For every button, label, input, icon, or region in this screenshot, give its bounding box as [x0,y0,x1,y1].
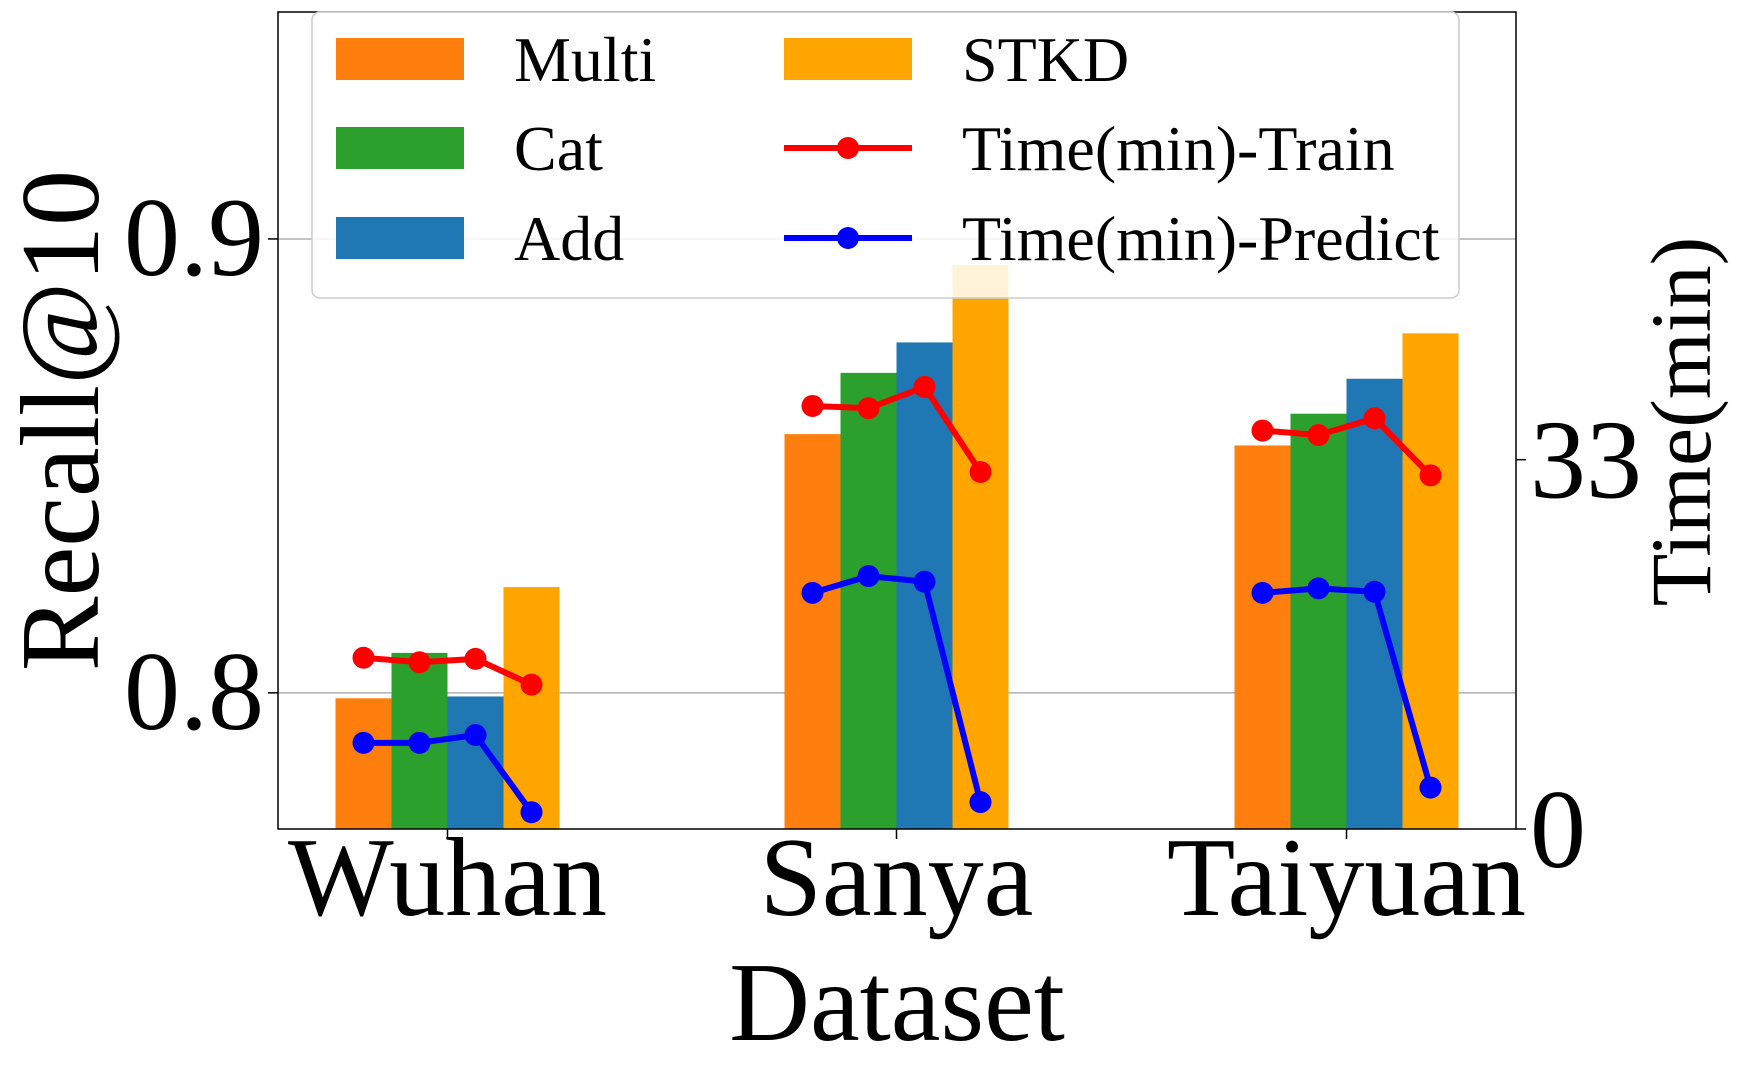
bar-stkd [503,587,560,829]
legend-label: Time(min)-Predict [962,203,1440,274]
line-predict-point [520,801,543,824]
y-axis-label: Recall@10 [0,170,123,671]
line-predict-point [408,731,431,754]
bar-multi [1234,445,1291,829]
x-tick-label: Taiyuan [1167,816,1526,940]
line-train-segment [1262,415,1433,478]
line-train-point [1419,464,1442,487]
legend-label: Cat [514,113,603,184]
bar-add [1346,378,1403,829]
bar-cat [840,372,897,829]
y2-tick-label: 0 [1530,768,1586,892]
line-train-point [464,647,487,670]
bar-stkd [1402,333,1459,829]
legend-swatch [336,217,464,259]
legend-swatch [784,38,912,80]
legend-label: Multi [514,24,656,95]
x-axis-label: Dataset [729,941,1065,1065]
line-predict-segment [1262,585,1434,789]
line-predict-segment [363,731,534,814]
legend-swatch [336,127,464,169]
x-tick-label: Wuhan [288,816,607,940]
line-train-point [408,651,431,674]
line-train-point [857,397,880,420]
legend-swatch [336,38,464,80]
line-predict-point [913,570,936,593]
line-layer [352,375,1442,824]
y-tick-label: 0.9 [124,176,264,300]
line-train-point [969,460,992,483]
tick-layer: 0.8 0.9 0 33 Wuhan Sanya Taiyuan [124,176,1642,940]
line-train-segment [363,654,533,688]
line-predict-point [464,723,487,746]
line-train-point [913,375,936,398]
legend-label: STKD [962,24,1129,95]
line-predict-point [857,565,880,588]
y2-tick-label: 33 [1530,399,1642,523]
line-predict-point [1419,776,1442,799]
line-train-point [352,646,375,669]
line-predict-point [1307,577,1330,600]
bar-multi [784,434,841,829]
bar-multi [335,698,392,829]
line-train-segment [812,383,984,474]
legend-label: Time(min)-Train [962,113,1395,184]
line-predict-point [801,581,824,604]
line-train-point [1363,407,1386,430]
line-train-point [801,394,824,417]
y-tick-label: 0.8 [124,630,264,754]
line-predict-point [969,791,992,814]
line-predict-point [1251,581,1274,604]
line-predict-point [352,731,375,754]
legend: Multi Cat Add STKD Time(min)-Train Time(min)-… [311,11,1460,299]
line-predict-segment [811,573,984,803]
line-train-point [1251,419,1274,442]
bar-stkd [952,265,1009,829]
legend-box [311,11,1460,299]
legend-marker [837,227,859,249]
legend-marker [837,137,859,159]
bar-cat [1290,413,1347,829]
bar-layer [335,265,1459,829]
x-tick-label: Sanya [760,816,1034,940]
y2-axis-label: Time(min) [1633,237,1729,607]
line-train-point [1307,424,1330,447]
line-predict-point [1363,580,1386,603]
legend-label: Add [514,203,624,274]
line-train-point [520,673,543,696]
